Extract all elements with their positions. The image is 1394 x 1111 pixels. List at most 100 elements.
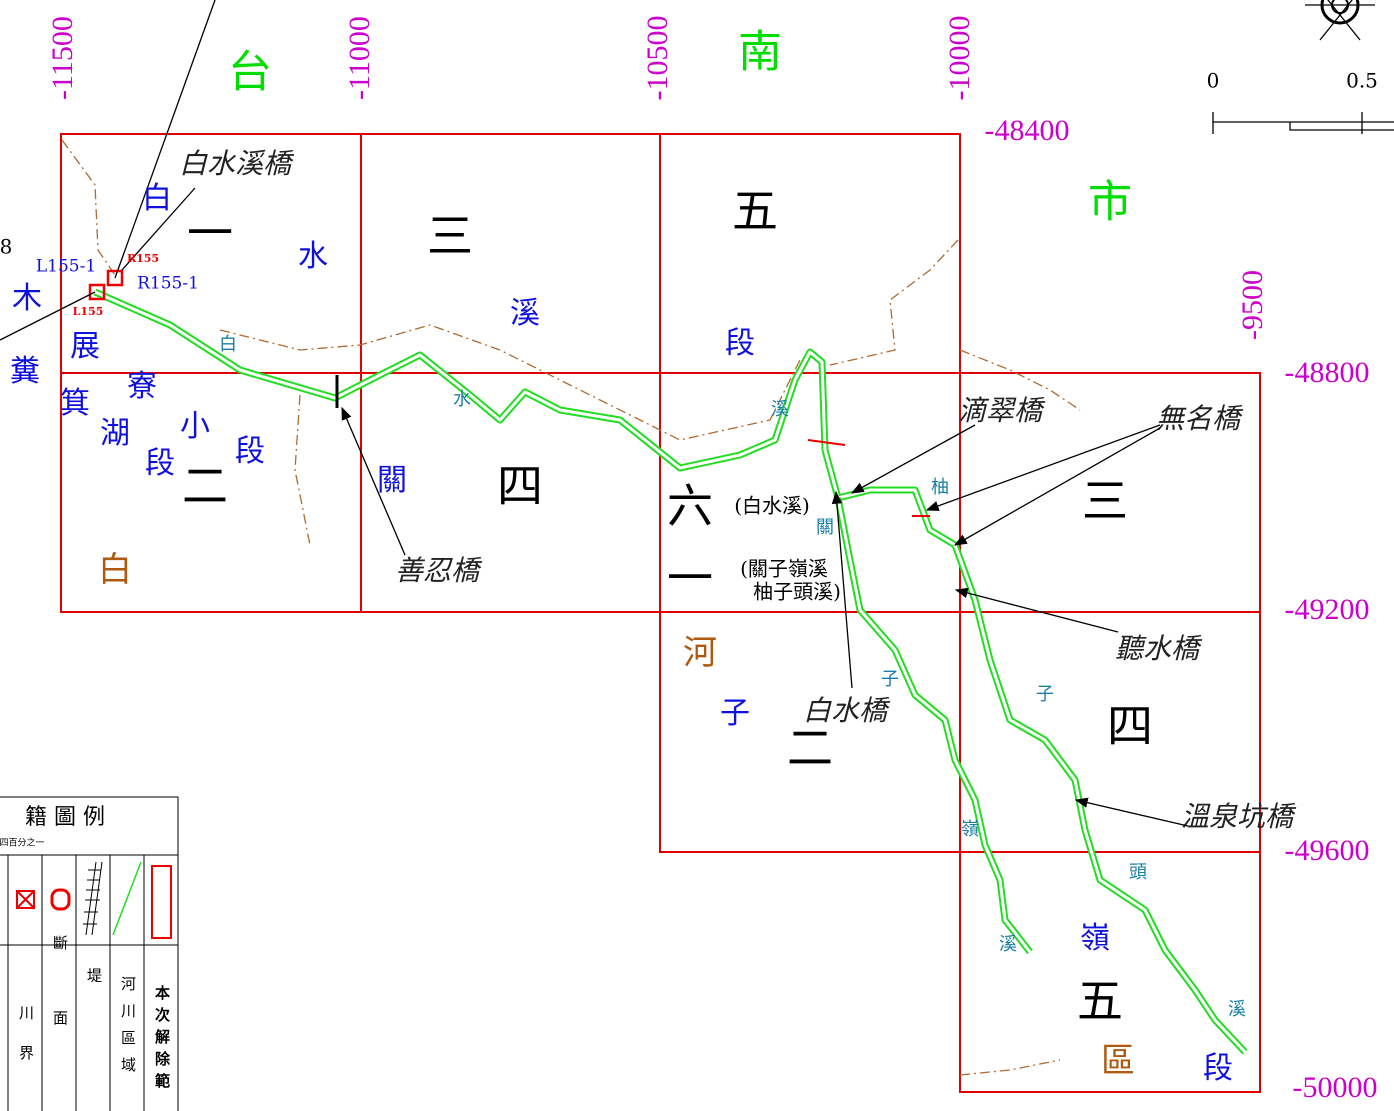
map-line [0,796,179,1111]
map-line [61,139,116,276]
coordinates: -11500 -11000 -10500 -10000 -9500 -48400… [46,16,1378,1104]
place-char: 白 [142,181,172,216]
section-number: 六 [667,479,713,533]
stream-char: 關 [816,517,834,538]
map-line [0,291,96,341]
map-shape [88,283,106,301]
boundaries [61,139,1081,1076]
stream-char: 溪 [771,399,789,420]
map-shape [1331,0,1349,14]
map-line [1319,0,1353,41]
map-line [114,0,216,279]
section-number: 四 [1107,699,1153,753]
section-number: 三 [427,209,473,263]
map-shape [106,269,124,287]
map-line [94,290,1247,1054]
map-line [831,490,853,689]
map-line [16,890,35,909]
x-coord: -10000 [943,16,976,101]
legend: 籍 圖 例 四百分之一 川界 斷面 堤 河川區域 本次解除範 [0,796,179,1111]
stream-char: 頭 [1129,862,1147,883]
bridge-label: 白水溪橋 [179,147,295,180]
bridge-label: 溫泉坑橋 [1181,800,1297,833]
city-char: 台 [228,47,272,98]
place-char: 溪 [510,296,540,331]
map-line [836,497,1032,953]
map-shape [16,890,35,909]
y-coord: -50000 [1293,1071,1378,1104]
place-char: 白 [98,550,132,590]
stream-char: 溪 [999,934,1017,955]
marker-label: L155 [73,305,104,318]
legend-title: 籍 圖 例 [25,805,105,830]
scale-label: 0.5 [1346,69,1378,93]
map-line [1212,112,1394,134]
section-grid [60,133,1261,1093]
stream-char: 水 [453,389,471,410]
bridge-label: 聽水橋 [1115,632,1203,665]
map-line [959,349,1081,411]
x-coord: -11500 [46,16,79,100]
y-coord: -49600 [1285,834,1370,867]
map-line [112,861,142,936]
section-number: 一 [667,551,713,605]
stream-char: 溪 [1228,999,1246,1020]
section-number: 二 [787,721,833,775]
place-char: 寮 [127,369,157,404]
scale-label: 0 [1207,69,1220,93]
stream-labels: 白 水 溪 關 柚 子 子 嶺 頭 溪 溪 [219,334,1246,1020]
place-char: 段 [235,434,265,469]
y-coord: -48400 [985,114,1070,147]
stream-char: 白 [219,334,237,355]
bridge-label: 滴翠橋 [958,394,1046,427]
marker-label: R155 [127,252,159,265]
section-number: 三 [1082,474,1128,528]
map-line [83,861,103,936]
map-line [93,288,1248,1055]
section-numbers: 一 三 五 四 二 六 一 三 四 二 五 (白水溪) (關子嶺溪 柚子頭溪) [182,184,1153,1028]
section-number: 一 [187,206,233,260]
map-shape [959,851,1261,1093]
bridge-label: 善忍橋 [395,554,483,587]
legend-label: 河川區域 [119,976,137,1084]
y-coord: -48800 [1285,356,1370,389]
city-char: 南 [738,27,782,78]
y-coord: -49200 [1285,593,1370,626]
place-char: 小 [180,409,210,444]
section-note: (白水溪) [734,494,810,518]
bridge-label: 白水橋 [803,694,891,727]
map-line [1074,797,1189,827]
x-coord: -10500 [641,16,674,101]
place-char: 箕 [60,386,90,421]
place-char: 嶺 [1080,921,1110,956]
place-char: 區 [1101,1041,1135,1081]
map-shape [151,865,172,939]
map-line [925,424,1161,511]
map-shape [1320,0,1360,25]
map-line [954,587,1119,633]
place-char: 河 [683,633,717,673]
legend-label: 川界 [17,1005,35,1085]
legend-label: 本次解除範 [153,984,171,1095]
stream-char: 柚 [931,477,949,498]
marker-label: R155-1 [137,274,199,294]
markers: L155-1 R155-1 L155 R155 8 [0,0,216,341]
place-char: 湖 [100,416,130,451]
place-char: 糞 [10,354,40,389]
place-char: 木 [12,281,42,316]
section-number: 五 [732,184,778,238]
place-char: 關 [377,463,407,498]
place-char: 子 [720,696,750,731]
map-line [953,427,1161,546]
legend-label: 斷面 [51,935,69,1085]
rivers [93,288,1248,1055]
section-number: 五 [1077,974,1123,1028]
map-line [121,187,196,271]
marker-label: 8 [0,235,12,259]
city-name: 台 南 市 [228,27,1132,228]
map-line [959,1059,1061,1076]
scale-bar: 0 0.5 [1207,0,1394,134]
section-number: 二 [182,459,228,513]
legend-label: 堤 [85,968,103,984]
